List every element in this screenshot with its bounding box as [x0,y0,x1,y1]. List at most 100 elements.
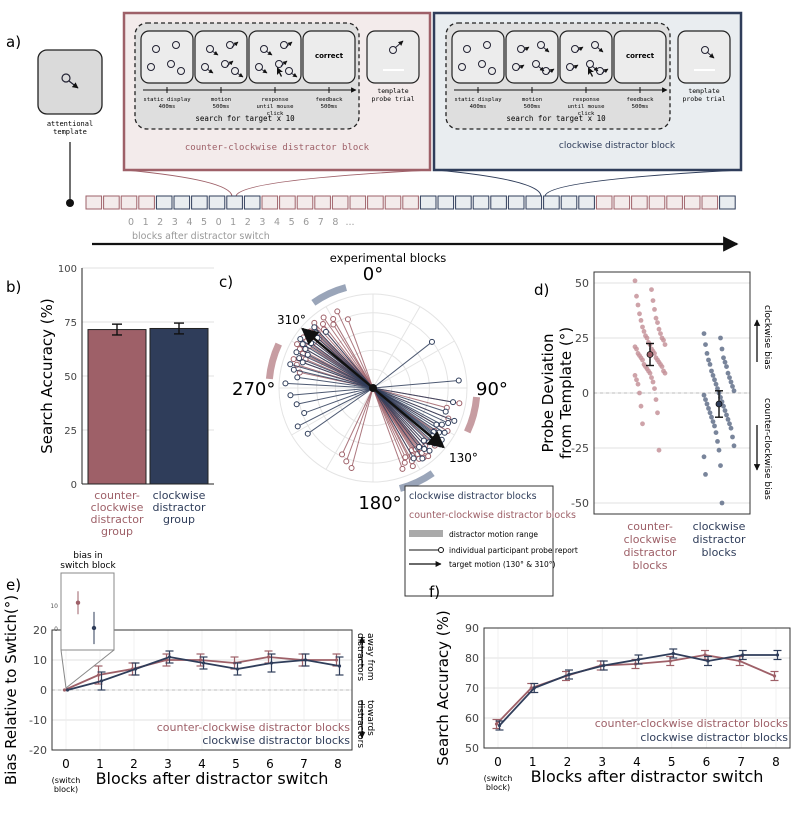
data-point [721,355,726,361]
block-numbers: 0 1 2 3 4 5 0 1 2 3 4 5 6 7 8... [128,217,355,228]
cw-probe-line [297,376,374,389]
data-point [710,419,716,424]
ccw-probe-line [336,311,374,389]
motion-arrow [265,50,273,56]
data-point [701,392,707,398]
target-label-310: 310° [277,313,306,327]
y-tick-label: -25 [571,442,589,455]
cw-probe-marker [294,423,301,430]
data-point [641,329,647,334]
block-number: 7 [318,217,324,228]
legend-box [404,485,554,597]
panel-c: c) 0° 90° 180° 270° 310° 130° clockwise distr… [219,264,578,597]
ccw-block-cell [85,195,103,210]
cw-probe-marker [282,380,289,387]
cw-probe-line [296,387,374,405]
panel-a: a) attentional template correct static dis… [6,11,743,265]
cw-probe-marker [450,399,457,406]
ccw-distractor-range [464,396,481,434]
y-tick-label: 80 [465,652,479,665]
panel-b-label: b) [6,278,21,296]
ccw-probe-marker [339,451,346,458]
panel-c-label: c) [219,273,233,291]
data-point [602,663,606,668]
block-number: 3 [172,217,178,228]
inset-connector [60,649,67,689]
stimulus-dot [488,67,496,75]
data-point [634,346,639,352]
target-label-130: 130° [449,451,478,465]
y-tick-label: -10 [29,714,47,727]
block-number: 4 [274,217,280,228]
mean-marker [646,351,654,358]
ccw-probe-marker [343,458,350,465]
y-tick-label: 90 [465,622,479,635]
block-number: 3 [259,217,265,228]
y-axis-label: Probe Deviationfrom Template (°) [539,327,575,459]
x-tick-label: 7 [737,755,745,769]
cw-block-cell [191,195,208,210]
cw-probe-line [372,387,455,422]
cw-probe-marker [293,401,300,408]
template-arrow-icon [61,73,79,89]
data-point [649,287,654,292]
data-point [703,653,707,657]
stage-label: motion 500ms [211,97,231,110]
bar-0 [87,329,147,485]
cw-probe-marker [420,437,427,444]
ccw-distractor-range [265,342,282,380]
cw-probe-marker [428,338,435,345]
y-tick-label: 0 [40,684,47,697]
block-number: 0 [216,217,222,228]
cw-probe-marker [445,420,452,427]
cw-probe-marker [441,429,448,436]
x-tick-label: 2 [564,755,572,769]
feedback-word: correct [315,52,344,60]
data-point [719,500,725,506]
cw-probe-marker [410,455,417,462]
motion-arrow [211,50,219,56]
data-point [704,351,710,356]
ccw-probe-marker [348,465,355,472]
y-tick-label: 50 [575,277,589,290]
cw-trial-frames: correct static display 400ms motion 500ms res… [451,30,668,117]
cw-probe-marker [294,374,301,381]
motion-arrow [206,68,214,74]
data-point [706,406,711,411]
motion-arrow [547,68,555,74]
cw-probe-line [372,387,423,459]
ccw-block-cell [613,195,631,210]
cw-probe-marker [442,408,449,415]
data-point [637,390,642,396]
cw-probe-frame [677,30,731,84]
data-point [650,298,656,303]
data-point [494,722,499,726]
panel-c-chart: 0° 90° 180° 270° 310° 130° [232,264,508,514]
cw-probe-marker [290,366,297,373]
panel-c-legend: clockwise distractor blocks counter-clock… [404,485,578,597]
data-point [656,326,662,332]
data-point [640,421,645,427]
cw-probe-line [285,382,374,389]
trial-frame [194,30,248,84]
data-point [718,335,723,341]
x-category-label: clockwise distractor group [153,489,206,526]
angle-label-0: 0° [363,264,383,285]
data-point [715,386,720,391]
ccw-block-cell [648,195,666,210]
data-point [659,364,665,369]
block-number: 1 [143,217,149,228]
cw-probe-marker [287,361,294,368]
cw-probe-line [300,338,374,389]
x-tick-label: 3 [598,755,606,769]
mean-marker [715,400,723,408]
data-point [725,417,731,422]
data-point [658,331,663,336]
data-point [715,439,720,444]
cw-block-cell [455,195,472,210]
x-tick-label: 6 [266,757,274,771]
block-number: 6 [303,217,309,228]
data-point [738,659,742,663]
data-point [334,658,339,662]
polar-spoke [291,387,374,436]
